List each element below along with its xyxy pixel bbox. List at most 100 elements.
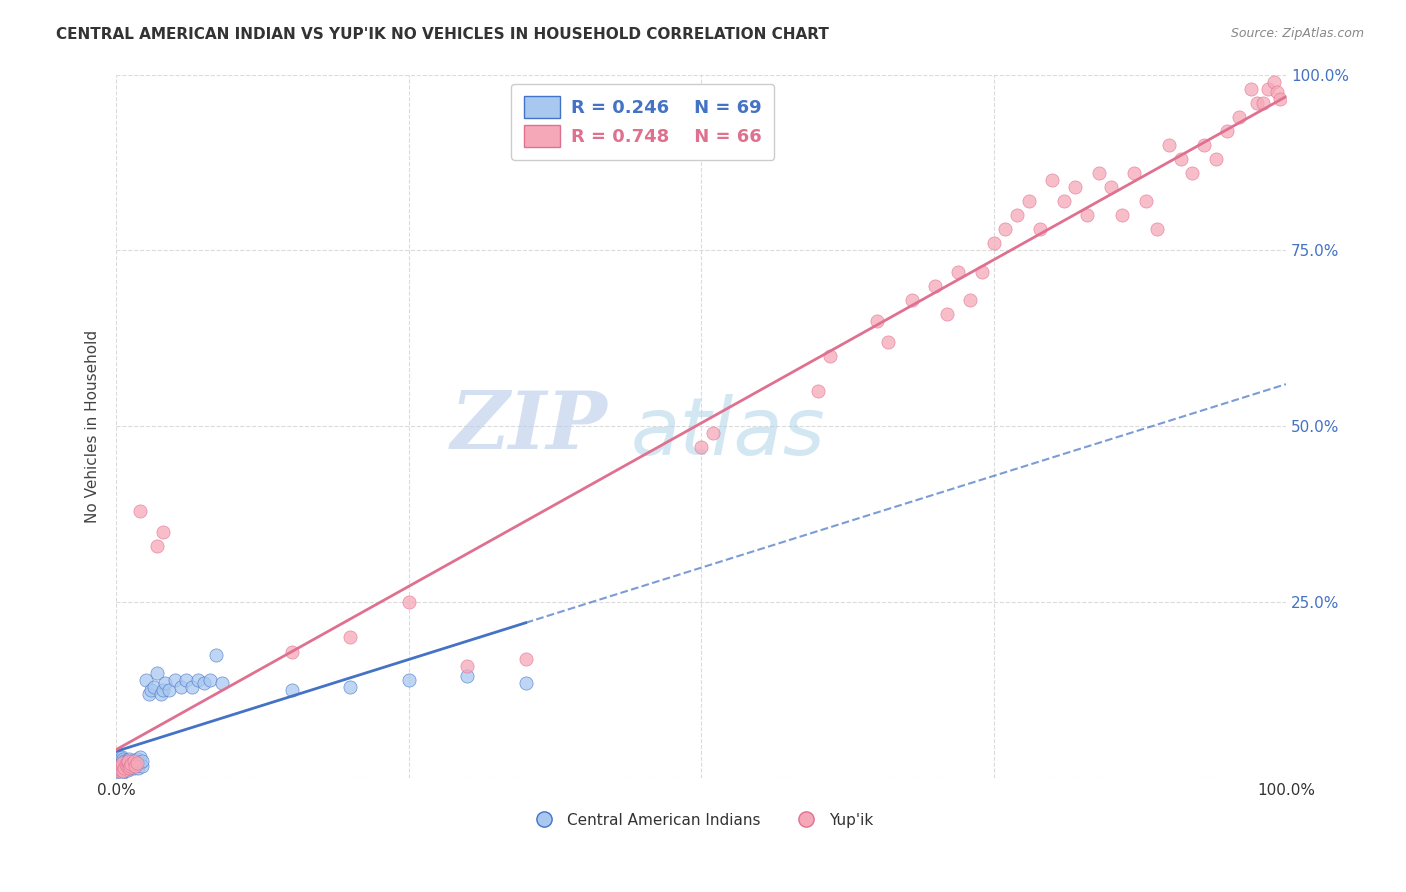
Point (1181, 166, 1204, 180)
Point (108, 763, 131, 777)
Point (807, 384, 830, 399)
Point (690, 441, 713, 455)
Point (1265, 85, 1288, 99)
Point (181, 680, 204, 694)
Text: Source: ZipAtlas.com: Source: ZipAtlas.com (1230, 27, 1364, 40)
Point (1170, 152, 1192, 166)
Point (1088, 166, 1111, 180)
Point (122, 756, 145, 770)
Point (1040, 173, 1063, 187)
Point (152, 683, 174, 698)
Point (115, 758, 138, 772)
Point (187, 673, 209, 687)
Point (169, 680, 191, 694)
Point (114, 761, 136, 775)
Point (1246, 95, 1268, 110)
Point (114, 757, 136, 772)
Point (149, 687, 172, 701)
Point (124, 758, 146, 772)
Point (1216, 124, 1239, 138)
Point (1018, 194, 1040, 209)
Point (117, 756, 139, 770)
Point (110, 754, 132, 768)
Point (176, 673, 198, 687)
Point (398, 673, 420, 687)
Point (211, 676, 233, 690)
Point (280, 644, 302, 658)
Point (112, 758, 135, 772)
Point (120, 756, 142, 770)
Point (900, 293, 922, 307)
Point (339, 631, 361, 645)
Point (120, 761, 142, 775)
Point (122, 761, 145, 775)
Y-axis label: No Vehicles in Household: No Vehicles in Household (86, 330, 100, 523)
Point (124, 754, 146, 768)
Point (112, 751, 135, 765)
Point (127, 756, 149, 770)
Point (280, 683, 302, 698)
Text: atlas: atlas (631, 394, 825, 473)
Point (131, 758, 153, 772)
Point (108, 761, 131, 775)
Point (110, 763, 132, 777)
Point (114, 757, 136, 772)
Text: ZIP: ZIP (451, 388, 607, 465)
Point (111, 757, 134, 772)
Point (146, 539, 169, 553)
Point (108, 765, 131, 780)
Point (118, 751, 141, 765)
Point (131, 754, 153, 768)
Point (948, 264, 970, 278)
Point (114, 754, 136, 768)
Point (1227, 110, 1250, 124)
Point (134, 673, 156, 687)
Point (204, 648, 226, 662)
Point (107, 754, 129, 768)
Point (155, 676, 177, 690)
Point (1205, 152, 1227, 166)
Point (924, 278, 946, 293)
Point (121, 757, 143, 772)
Point (107, 757, 129, 772)
Point (114, 764, 136, 779)
Point (122, 754, 145, 768)
Point (1053, 194, 1076, 209)
Point (456, 669, 478, 683)
Point (114, 761, 136, 775)
Point (818, 349, 841, 363)
Point (1268, 92, 1291, 106)
Point (1029, 222, 1052, 236)
Point (1192, 137, 1215, 152)
Point (128, 756, 150, 770)
Point (115, 758, 138, 772)
Point (1240, 81, 1263, 95)
Text: CENTRAL AMERICAN INDIAN VS YUP'IK NO VEHICLES IN HOUSEHOLD CORRELATION CHART: CENTRAL AMERICAN INDIAN VS YUP'IK NO VEH… (56, 27, 830, 42)
Point (163, 673, 186, 687)
Point (456, 658, 478, 673)
Point (1257, 81, 1279, 95)
Point (108, 750, 131, 764)
Point (118, 757, 141, 772)
Point (515, 676, 537, 690)
Point (959, 293, 981, 307)
Point (398, 595, 420, 609)
Point (112, 764, 135, 779)
Point (1111, 208, 1133, 222)
Point (121, 754, 143, 768)
Point (339, 680, 361, 694)
Point (114, 761, 136, 775)
Point (1157, 137, 1180, 152)
Point (1076, 208, 1098, 222)
Point (1263, 74, 1285, 88)
Point (1122, 166, 1144, 180)
Point (970, 264, 993, 278)
Point (111, 758, 134, 772)
Point (120, 758, 142, 772)
Point (152, 524, 174, 539)
Point (142, 680, 165, 694)
Point (1064, 180, 1087, 194)
Point (193, 676, 215, 690)
Point (157, 683, 180, 698)
Point (877, 334, 900, 349)
